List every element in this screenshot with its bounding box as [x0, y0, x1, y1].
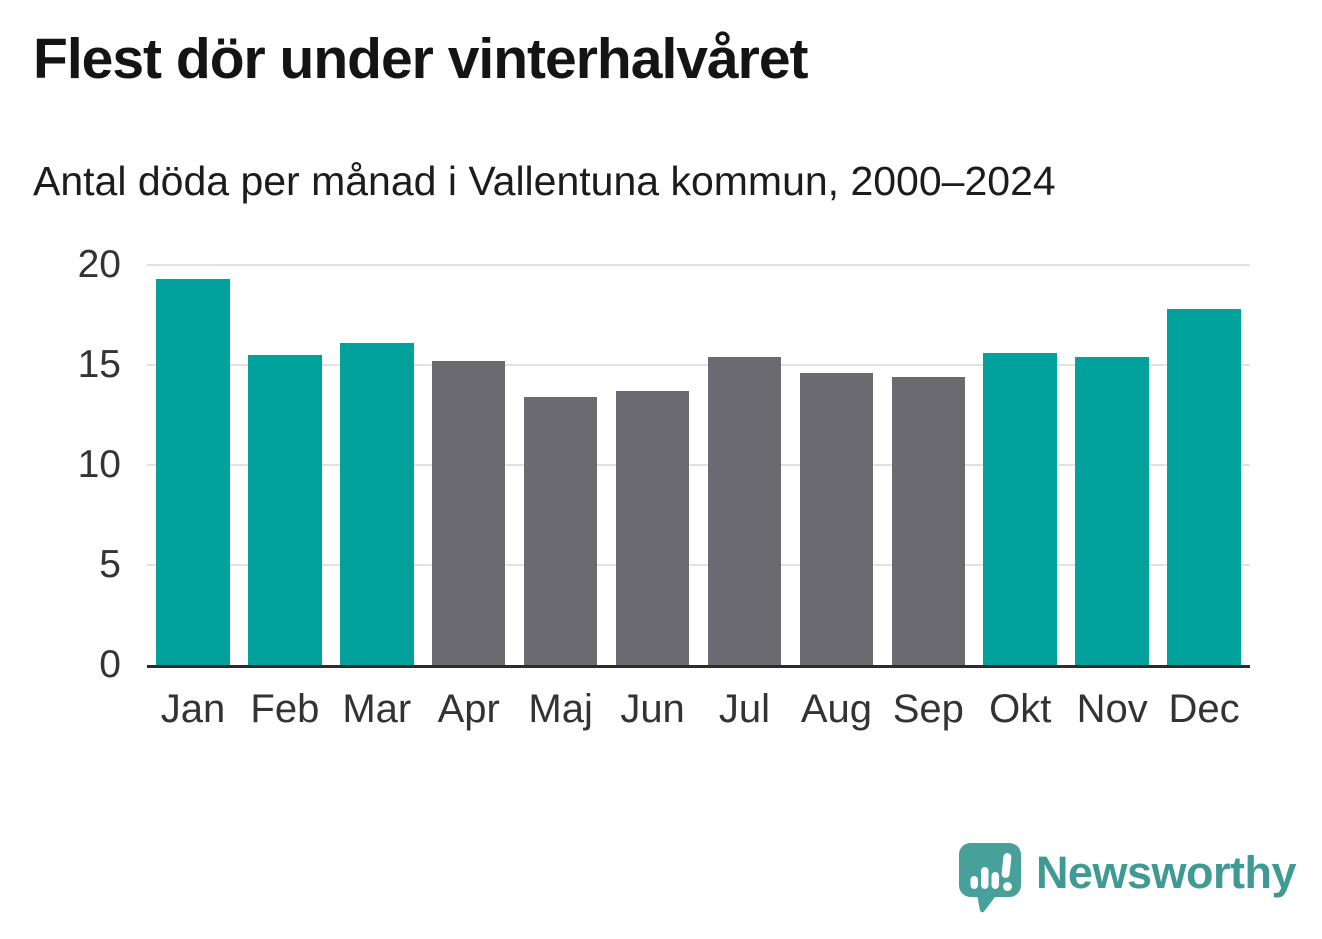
x-axis-line [147, 665, 1250, 668]
gridline-15 [147, 364, 1250, 366]
bar-band-feb [239, 265, 331, 665]
bar-band-aug [790, 265, 882, 665]
x-tick-label-aug: Aug [800, 687, 872, 731]
x-tick-label-apr: Apr [437, 687, 500, 731]
bar-band-nov [1066, 265, 1158, 665]
newsworthy-speech-bubble-chart-icon [958, 843, 1021, 913]
x-tick-label-okt: Okt [989, 687, 1052, 731]
plot-area [147, 264, 1250, 665]
newsworthy-wordmark: Newsworthy [1035, 846, 1297, 898]
x-tick-label-sep: Sep [892, 687, 964, 731]
bar-band-sep [882, 265, 974, 665]
bar-apr [431, 361, 506, 665]
bar-band-apr [423, 265, 515, 665]
bar-maj [523, 397, 598, 665]
bar-feb [248, 355, 322, 665]
bar-band-jan [147, 265, 239, 665]
bar-jun [615, 391, 690, 665]
x-axis-labels: Jan Feb Mar Apr Maj Jun Jul Aug Sep Okt Nov Dec [147, 687, 1250, 732]
bars [147, 265, 1250, 665]
bar-aug [799, 373, 874, 665]
bar-okt [983, 353, 1058, 665]
y-axis-labels: 0 5 10 15 20 [0, 243, 121, 686]
bar-jan [156, 279, 230, 665]
bar-band-okt [974, 265, 1066, 665]
y-tick-label-0: 0 [99, 643, 121, 686]
bar-nov [1075, 357, 1149, 665]
bar-band-mar [331, 265, 423, 665]
x-tick-label-feb: Feb [250, 687, 320, 731]
bar-jul [707, 357, 782, 665]
newsworthy-logo: Newsworthy [957, 841, 1297, 914]
x-tick-label-jul: Jul [718, 687, 771, 731]
bar-mar [340, 343, 414, 665]
bar-band-jul [699, 265, 791, 665]
gridline-5 [147, 564, 1250, 566]
gridline-10 [147, 464, 1250, 466]
x-tick-label-maj: Maj [528, 687, 593, 731]
x-tick-label-jun: Jun [620, 687, 685, 731]
y-tick-label-5: 5 [99, 543, 121, 586]
x-tick-label-jan: Jan [160, 687, 226, 731]
y-tick-label-15: 15 [77, 343, 121, 386]
chart-subtitle: Antal döda per månad i Vallentuna kommun… [33, 158, 1056, 204]
bar-band-maj [515, 265, 607, 665]
y-tick-label-20: 20 [77, 243, 121, 286]
bar-dec [1167, 309, 1241, 665]
x-tick-label-nov: Nov [1076, 687, 1148, 731]
bar-sep [891, 377, 966, 665]
bar-band-jun [607, 265, 699, 665]
x-tick-label-dec: Dec [1168, 687, 1240, 731]
x-tick-label-mar: Mar [342, 687, 412, 731]
chart-title: Flest dör under vinterhalvåret [33, 27, 809, 91]
bar-band-dec [1158, 265, 1250, 665]
gridline-20 [147, 264, 1250, 266]
y-tick-label-10: 10 [77, 443, 121, 486]
